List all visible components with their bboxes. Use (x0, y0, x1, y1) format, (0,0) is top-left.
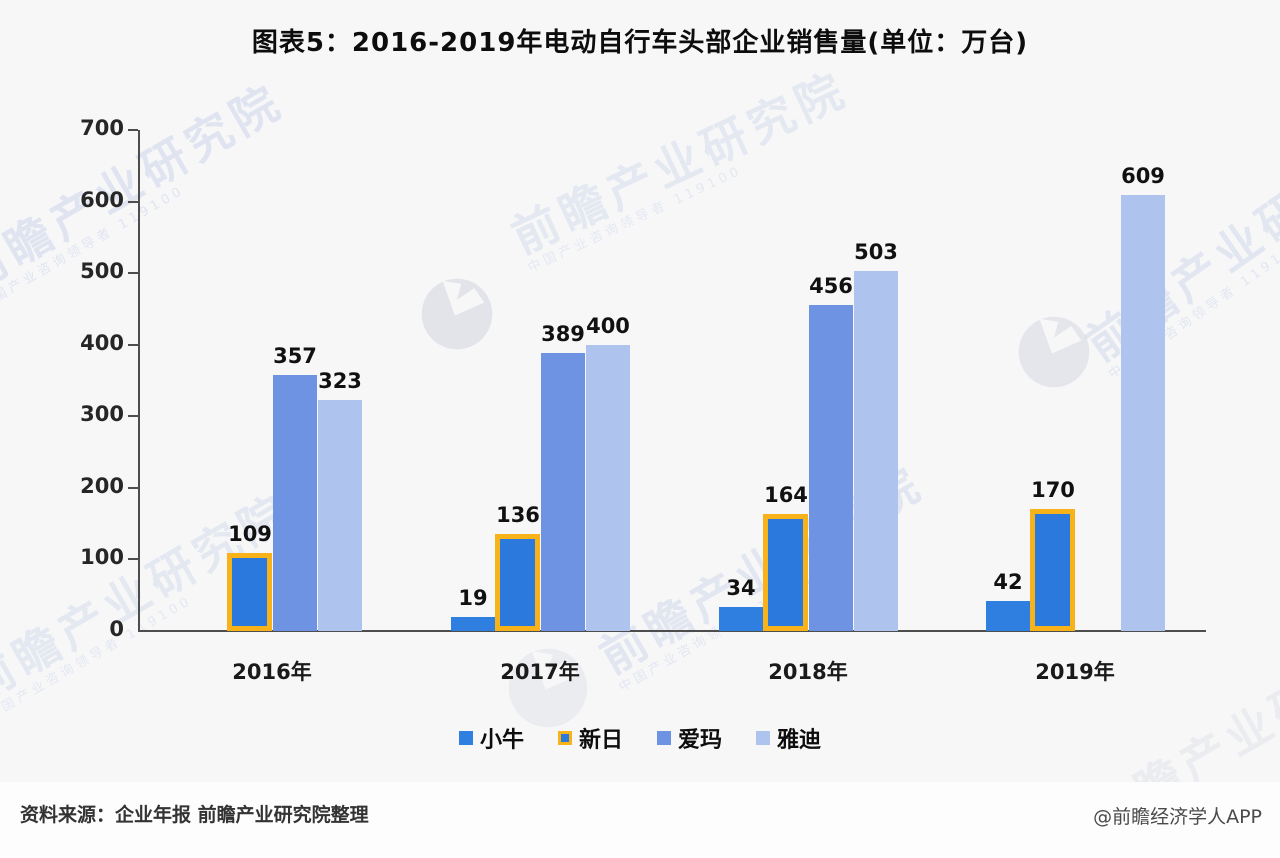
legend-swatch-icon (756, 731, 771, 745)
x-axis-line (138, 630, 1206, 632)
bar-爱玛-2017年 (541, 353, 585, 631)
y-axis-tick (128, 343, 138, 346)
watermark-logo-icon (1018, 316, 1090, 388)
y-tick-label: 600 (80, 187, 124, 212)
bar-爱玛-2018年 (809, 305, 853, 631)
y-tick-label: 100 (80, 545, 124, 570)
y-tick-label: 300 (80, 402, 124, 427)
legend-item-新日: 新日 (557, 722, 623, 754)
y-tick-label: 400 (80, 330, 124, 355)
watermark-text: 前瞻产业研究院 中国产业咨询领导者 119100 (0, 73, 293, 314)
legend-label: 新日 (578, 728, 623, 753)
legend-swatch-icon (657, 731, 671, 745)
legend-label: 爱玛 (678, 728, 723, 753)
bar-value-label: 42 (993, 570, 1023, 594)
watermark-text: 前瞻产业研究院 中国产业咨询领导者 119100 (503, 61, 857, 277)
y-axis-tick (128, 200, 138, 203)
source-note: 资料来源：企业年报 前瞻产业研究院整理 (20, 804, 369, 826)
footer: 资料来源：企业年报 前瞻产业研究院整理 @前瞻经济学人APP (0, 800, 1280, 834)
legend-item-雅迪: 雅迪 (756, 722, 821, 754)
watermark-logo-icon (421, 278, 493, 350)
y-axis-tick (128, 129, 138, 131)
y-tick-label: 700 (80, 116, 124, 140)
bar-雅迪-2018年 (854, 271, 898, 631)
bar-value-label: 456 (809, 274, 853, 298)
bar-value-label: 503 (854, 240, 898, 264)
bar-value-label: 323 (318, 369, 362, 393)
bar-value-label: 136 (496, 503, 540, 527)
bar-雅迪-2016年 (318, 400, 362, 631)
bar-新日-2017年 (495, 534, 540, 631)
bar-value-label: 389 (541, 322, 585, 346)
bar-小牛-2017年 (451, 617, 495, 631)
x-tick-label: 2018年 (768, 660, 848, 684)
legend-label: 小牛 (479, 728, 524, 753)
bar-value-label: 34 (726, 576, 756, 600)
bar-value-label: 609 (1121, 164, 1165, 188)
y-tick-label: 0 (109, 617, 124, 641)
legend-swatch-icon (458, 731, 473, 745)
y-tick-label: 200 (80, 473, 124, 498)
bar-value-label: 170 (1031, 478, 1075, 502)
credit-note: @前瞻经济学人APP (1093, 806, 1262, 828)
y-axis-tick (128, 486, 138, 489)
x-tick-label: 2019年 (1035, 660, 1115, 684)
y-tick-label: 500 (80, 259, 124, 284)
bar-value-label: 109 (228, 522, 272, 546)
legend: 小牛 新日 爱玛 雅迪 (0, 722, 1280, 754)
legend-item-爱玛: 爱玛 (657, 722, 722, 754)
legend-label: 雅迪 (777, 728, 822, 753)
bar-value-label: 400 (586, 314, 630, 338)
bar-爱玛-2016年 (273, 375, 317, 631)
bar-value-label: 164 (764, 483, 808, 507)
y-axis-tick (128, 558, 138, 561)
y-axis-tick (128, 272, 138, 275)
bar-新日-2016年 (227, 553, 272, 631)
chart-title: 图表5：2016-2019年电动自行车头部企业销售量(单位：万台) (251, 28, 1029, 58)
bar-value-label: 19 (458, 586, 488, 610)
bar-雅迪-2017年 (586, 345, 630, 631)
footer-band (0, 782, 1280, 858)
legend-item-小牛: 小牛 (458, 722, 524, 754)
legend-swatch-icon (557, 731, 572, 745)
y-axis-line (138, 130, 140, 631)
bar-value-label: 357 (273, 344, 317, 368)
x-tick-label: 2017年 (500, 660, 580, 684)
y-axis-tick (128, 415, 138, 418)
bar-小牛-2018年 (719, 607, 763, 631)
bar-新日-2019年 (1030, 509, 1075, 631)
watermark-text: 前瞻产业研究院 中国产业咨询领导者 119100 (1076, 118, 1280, 383)
bar-小牛-2019年 (986, 601, 1030, 631)
bar-雅迪-2019年 (1121, 195, 1165, 631)
bar-新日-2018年 (763, 514, 808, 631)
x-tick-label: 2016年 (232, 660, 312, 684)
